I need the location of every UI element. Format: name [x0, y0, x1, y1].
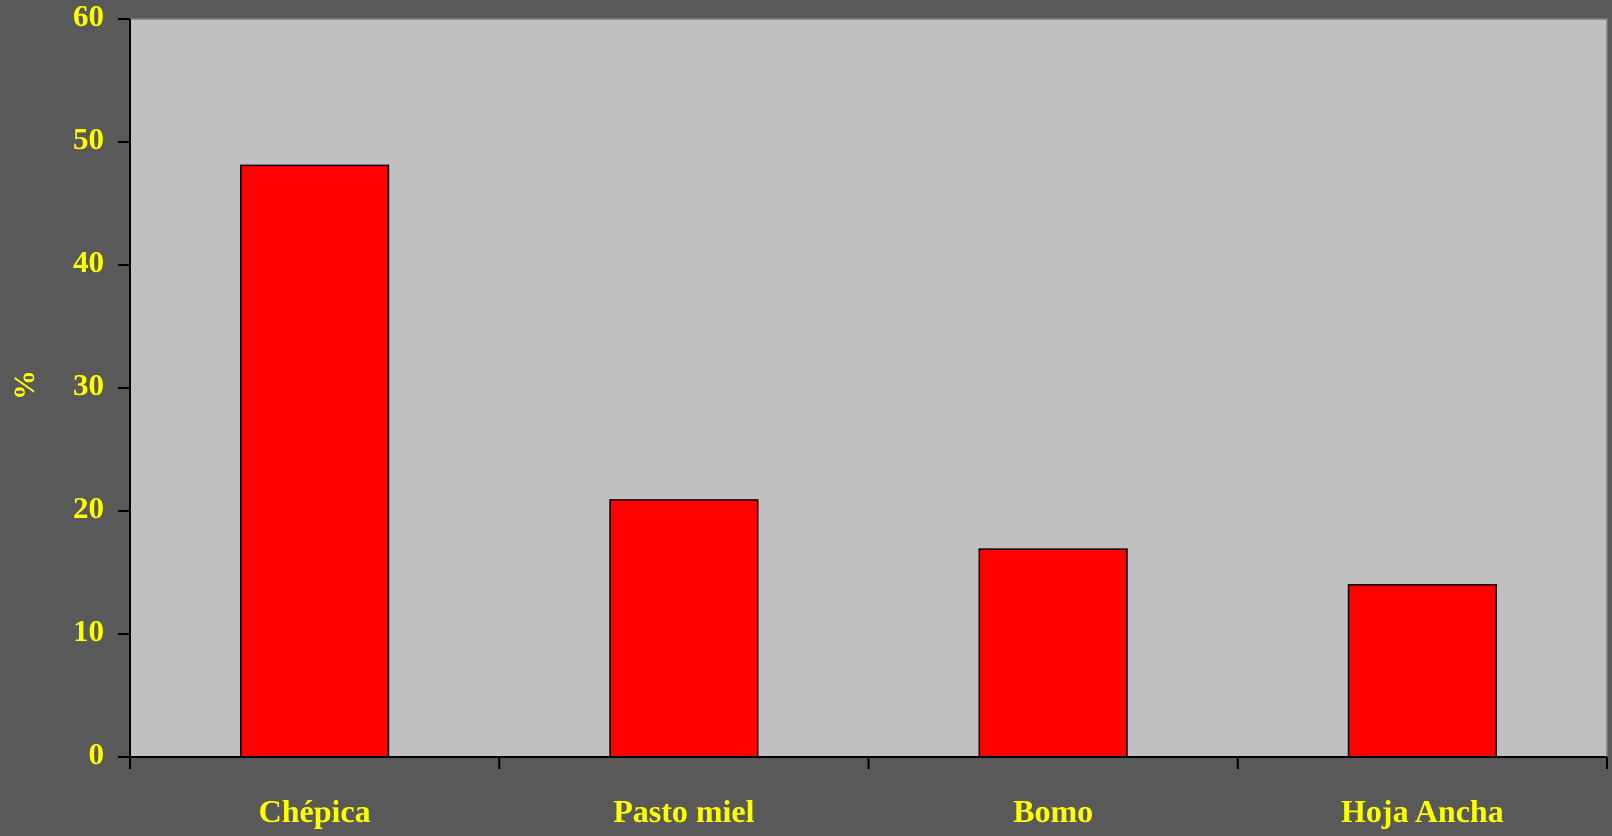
y-tick-label-3: 30 [73, 367, 104, 402]
bar-2 [978, 548, 1128, 758]
x-ticks-group: Chépica Pasto miel Bomo Hoja Ancha [129, 757, 1608, 829]
x-tick-label-3: Hoja Ancha [1341, 793, 1504, 829]
bar-0 [240, 164, 390, 758]
y-ticks-group: 0 10 20 30 40 50 60 [73, 0, 130, 771]
bars-group [240, 164, 1497, 758]
y-axis-label: % [8, 370, 41, 400]
bar-1 [609, 499, 759, 758]
y-tick-label-1: 10 [73, 613, 104, 648]
y-tick-label-6: 60 [73, 0, 104, 33]
y-tick-label-0: 0 [89, 736, 105, 771]
bar-3 [1347, 584, 1497, 758]
x-tick-label-0: Chépica [259, 793, 371, 829]
y-tick-label-4: 40 [73, 244, 104, 279]
y-tick-label-2: 20 [73, 490, 104, 525]
y-tick-label-5: 50 [73, 121, 104, 156]
x-tick-label-2: Bomo [1013, 793, 1093, 829]
x-tick-label-1: Pasto miel [613, 793, 754, 829]
